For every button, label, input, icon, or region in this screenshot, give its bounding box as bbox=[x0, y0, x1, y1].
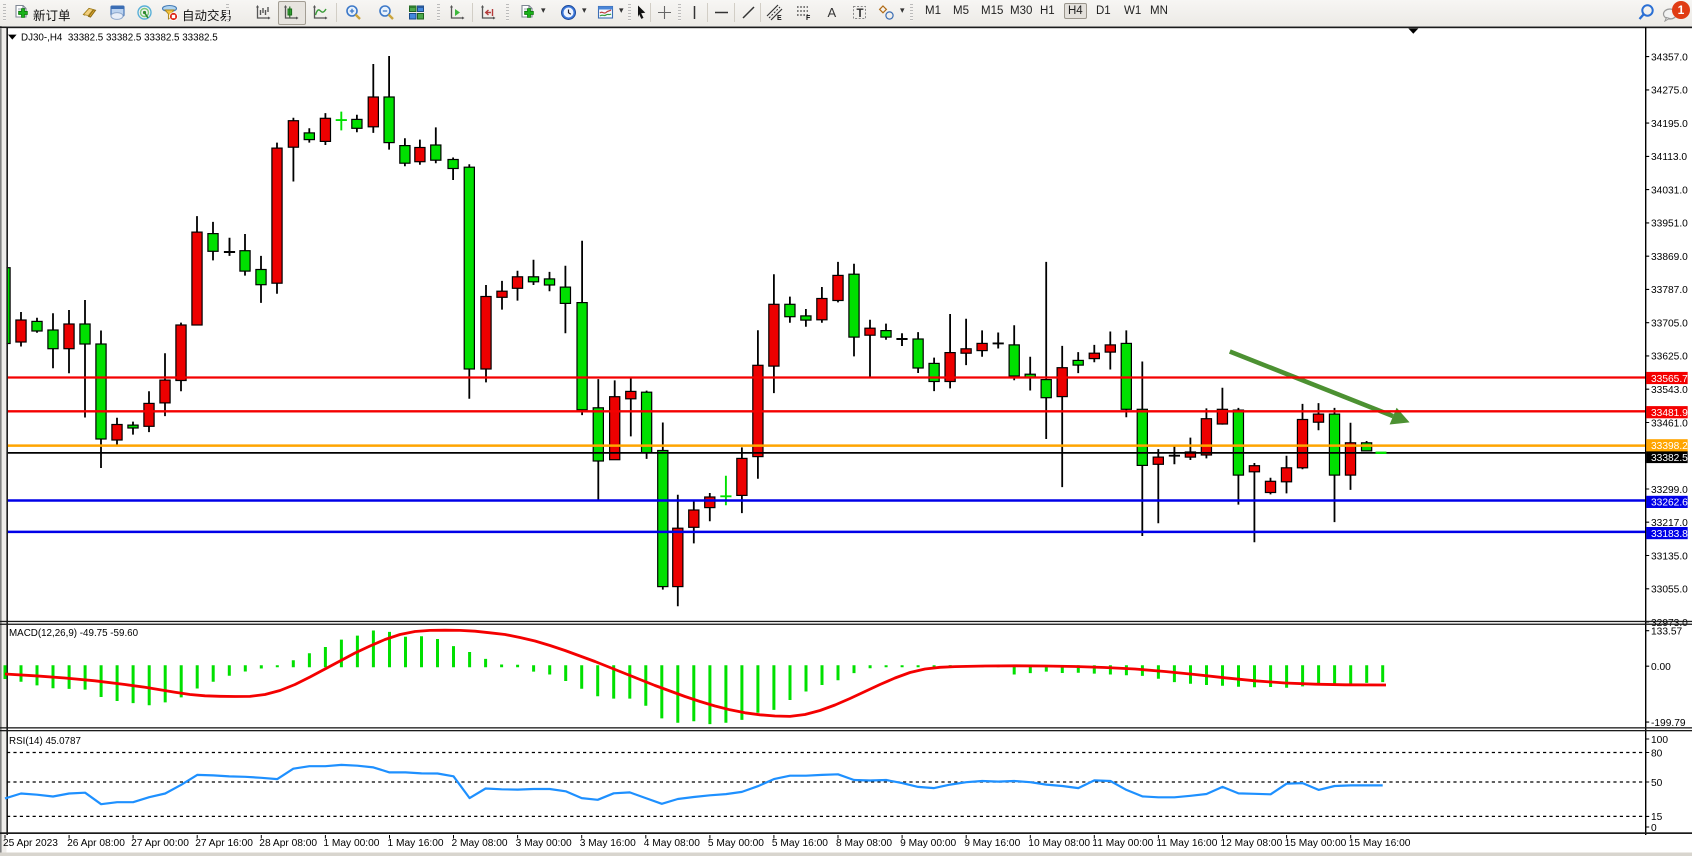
svg-text:133.57: 133.57 bbox=[1651, 627, 1682, 638]
svg-text:1 May 16:00: 1 May 16:00 bbox=[388, 838, 444, 849]
svg-text:33869.0: 33869.0 bbox=[1651, 252, 1688, 263]
svg-text:DJ30-,H4 33382.5 33382.5 3338: DJ30-,H4 33382.5 33382.5 33382.5 33382.5 bbox=[21, 32, 218, 43]
svg-text:34031.0: 34031.0 bbox=[1651, 185, 1688, 196]
svg-text:11 May 00:00: 11 May 00:00 bbox=[1092, 838, 1153, 849]
svg-text:15 May 16:00: 15 May 16:00 bbox=[1349, 838, 1411, 849]
svg-text:26 Apr 08:00: 26 Apr 08:00 bbox=[67, 838, 125, 849]
svg-text:33135.0: 33135.0 bbox=[1651, 551, 1688, 562]
svg-text:9 May 00:00: 9 May 00:00 bbox=[900, 838, 956, 849]
svg-text:33481.9: 33481.9 bbox=[1651, 408, 1688, 419]
svg-text:A: A bbox=[828, 5, 837, 20]
svg-text:0: 0 bbox=[1651, 823, 1657, 834]
svg-text:-199.79: -199.79 bbox=[1651, 718, 1686, 729]
svg-text:11 May 16:00: 11 May 16:00 bbox=[1156, 838, 1217, 849]
svg-text:0.00: 0.00 bbox=[1651, 662, 1671, 673]
svg-text:MACD(12,26,9) -49.75 -59.60: MACD(12,26,9) -49.75 -59.60 bbox=[9, 628, 139, 639]
svg-text:33705.0: 33705.0 bbox=[1651, 319, 1688, 330]
svg-text:33565.7: 33565.7 bbox=[1651, 374, 1688, 385]
svg-text:RSI(14) 45.0787: RSI(14) 45.0787 bbox=[9, 736, 81, 747]
svg-text:33625.0: 33625.0 bbox=[1651, 352, 1688, 363]
svg-text:33217.0: 33217.0 bbox=[1651, 518, 1688, 529]
svg-text:34357.0: 34357.0 bbox=[1651, 52, 1688, 63]
svg-text:80: 80 bbox=[1651, 748, 1663, 759]
svg-text:33398.2: 33398.2 bbox=[1651, 441, 1688, 452]
svg-text:8 May 08:00: 8 May 08:00 bbox=[836, 838, 892, 849]
svg-text:32973.0: 32973.0 bbox=[1651, 618, 1688, 629]
svg-text:33183.8: 33183.8 bbox=[1651, 529, 1688, 540]
svg-text:25 Apr 2023: 25 Apr 2023 bbox=[3, 838, 58, 849]
svg-text:34113.0: 34113.0 bbox=[1651, 152, 1687, 163]
svg-text:4 May 08:00: 4 May 08:00 bbox=[644, 838, 700, 849]
svg-text:5 May 00:00: 5 May 00:00 bbox=[708, 838, 764, 849]
svg-text:15 May 00:00: 15 May 00:00 bbox=[1285, 838, 1347, 849]
svg-text:T: T bbox=[857, 8, 864, 20]
svg-text:28 Apr 08:00: 28 Apr 08:00 bbox=[259, 838, 317, 849]
svg-text:33262.6: 33262.6 bbox=[1651, 498, 1688, 509]
svg-text:1 May 00:00: 1 May 00:00 bbox=[323, 838, 379, 849]
svg-text:27 Apr 00:00: 27 Apr 00:00 bbox=[131, 838, 189, 849]
svg-text:15: 15 bbox=[1651, 812, 1663, 823]
svg-text:3 May 00:00: 3 May 00:00 bbox=[516, 838, 572, 849]
svg-text:10 May 08:00: 10 May 08:00 bbox=[1028, 838, 1090, 849]
svg-text:33299.0: 33299.0 bbox=[1651, 485, 1688, 496]
svg-text:33382.5: 33382.5 bbox=[1651, 453, 1688, 464]
svg-text:100: 100 bbox=[1651, 735, 1668, 746]
svg-text:F: F bbox=[806, 15, 811, 21]
svg-text:33951.0: 33951.0 bbox=[1651, 219, 1688, 230]
svg-text:33461.0: 33461.0 bbox=[1651, 418, 1688, 429]
svg-text:9 May 16:00: 9 May 16:00 bbox=[964, 838, 1020, 849]
svg-text:E: E bbox=[777, 15, 782, 21]
svg-text:5 May 16:00: 5 May 16:00 bbox=[772, 838, 828, 849]
svg-text:3 May 16:00: 3 May 16:00 bbox=[580, 838, 636, 849]
svg-text:34195.0: 34195.0 bbox=[1651, 119, 1688, 130]
svg-text:33543.0: 33543.0 bbox=[1651, 385, 1688, 396]
svg-text:2 May 08:00: 2 May 08:00 bbox=[452, 838, 508, 849]
svg-text:50: 50 bbox=[1651, 778, 1663, 789]
svg-text:33787.0: 33787.0 bbox=[1651, 285, 1688, 296]
svg-text:33055.0: 33055.0 bbox=[1651, 585, 1688, 596]
svg-text:12 May 08:00: 12 May 08:00 bbox=[1221, 838, 1283, 849]
svg-text:27 Apr 16:00: 27 Apr 16:00 bbox=[195, 838, 253, 849]
svg-text:34275.0: 34275.0 bbox=[1651, 86, 1688, 97]
